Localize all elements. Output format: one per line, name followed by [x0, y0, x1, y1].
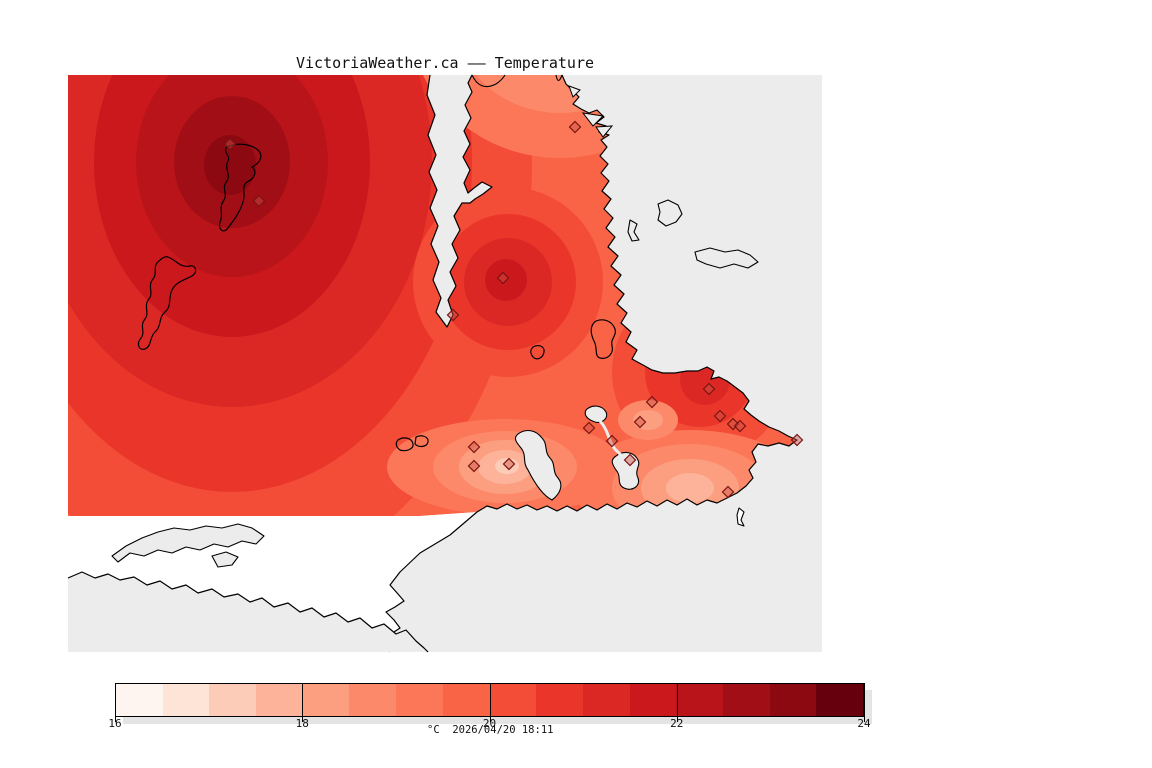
saanich-inlet: [426, 74, 493, 328]
islands: [627, 199, 759, 527]
colorbar-segment: [629, 684, 677, 716]
colorbar-tick-mark: [302, 683, 304, 722]
sidney-island: [694, 247, 759, 269]
coastline-peninsula: [476, 74, 798, 513]
thetis-lake: [530, 345, 545, 360]
weather-station-marker: [713, 409, 727, 423]
timestamp-label: 2026/04/20 18:11: [452, 724, 554, 736]
colorbar-tick-label: 24: [857, 717, 871, 730]
colorbar-tick-mark: [489, 683, 491, 722]
lakes: [137, 143, 616, 452]
colorbar-segment: [722, 684, 770, 716]
colorbar-segment: [256, 684, 303, 716]
weather-station-marker: [496, 271, 510, 285]
colorbar-tick-label: 18: [295, 717, 309, 730]
colorbar-segment: [769, 684, 817, 716]
weather-station-marker: [568, 120, 582, 134]
lake-nw: [219, 143, 262, 232]
unit-label: °C: [427, 724, 440, 736]
portage-inlet: [584, 405, 608, 423]
colorbar-segment: [489, 684, 537, 716]
weather-station-marker: [633, 415, 647, 429]
colorbar-segment: [116, 684, 163, 716]
harbours: [514, 405, 640, 501]
colorbar-tick-label: 16: [108, 717, 122, 730]
weather-station-marker: [733, 419, 747, 433]
colorbar-segment: [676, 684, 723, 716]
colorbar-caption: °C 2026/04/20 18:11: [427, 724, 553, 736]
colorbar-tick-label: 20: [482, 717, 497, 730]
colorbar: [115, 683, 864, 717]
us-landmass: [67, 523, 429, 653]
colorbar-tick-label: 22: [670, 717, 684, 730]
elk-beaver-lake: [590, 319, 616, 359]
weather-station-marker: [721, 485, 735, 499]
esquimalt-harbour: [514, 429, 562, 501]
page-title: VictoriaWeather.ca —— Temperature: [295, 54, 594, 72]
coastline-top-dips: [471, 74, 563, 88]
weather-station-marker: [605, 434, 619, 448]
weather-station-marker: [645, 395, 659, 409]
weather-station-marker: [467, 440, 481, 454]
james-island: [657, 199, 683, 227]
colorbar-segment: [209, 684, 257, 716]
weather-station-marker: [223, 137, 237, 151]
weather-station-marker: [502, 457, 516, 471]
colorbar-segment: [582, 684, 630, 716]
trial-island: [736, 507, 745, 527]
tsehum-notches: [568, 85, 614, 138]
colorbar-tick-mark: [864, 683, 865, 722]
sidney-spit: [627, 219, 640, 242]
colorbar-segment: [442, 684, 490, 716]
weather-station-marker: [446, 308, 460, 322]
dungeness-spit: [111, 523, 265, 563]
colorbar-segment: [816, 684, 863, 716]
colorbar-segment: [162, 684, 210, 716]
sooke-lake: [137, 256, 197, 350]
colorbar-segment: [536, 684, 583, 716]
colorbar-segment: [396, 684, 443, 716]
langford-lakes: [395, 435, 429, 452]
weather-station-marker: [467, 459, 481, 473]
colorbar-tick-mark: [115, 683, 116, 722]
victoria-harbour: [611, 451, 640, 490]
colorbar-segment: [349, 684, 397, 716]
colorbar-tick-mark: [676, 683, 678, 722]
weather-station-marker: [623, 453, 637, 467]
colorbar-segment: [302, 684, 350, 716]
weather-station-marker: [582, 421, 596, 435]
weather-station-marker: [252, 194, 266, 208]
station-markers: [223, 120, 804, 499]
weather-station-marker: [702, 382, 716, 396]
weather-station-marker: [790, 433, 804, 447]
